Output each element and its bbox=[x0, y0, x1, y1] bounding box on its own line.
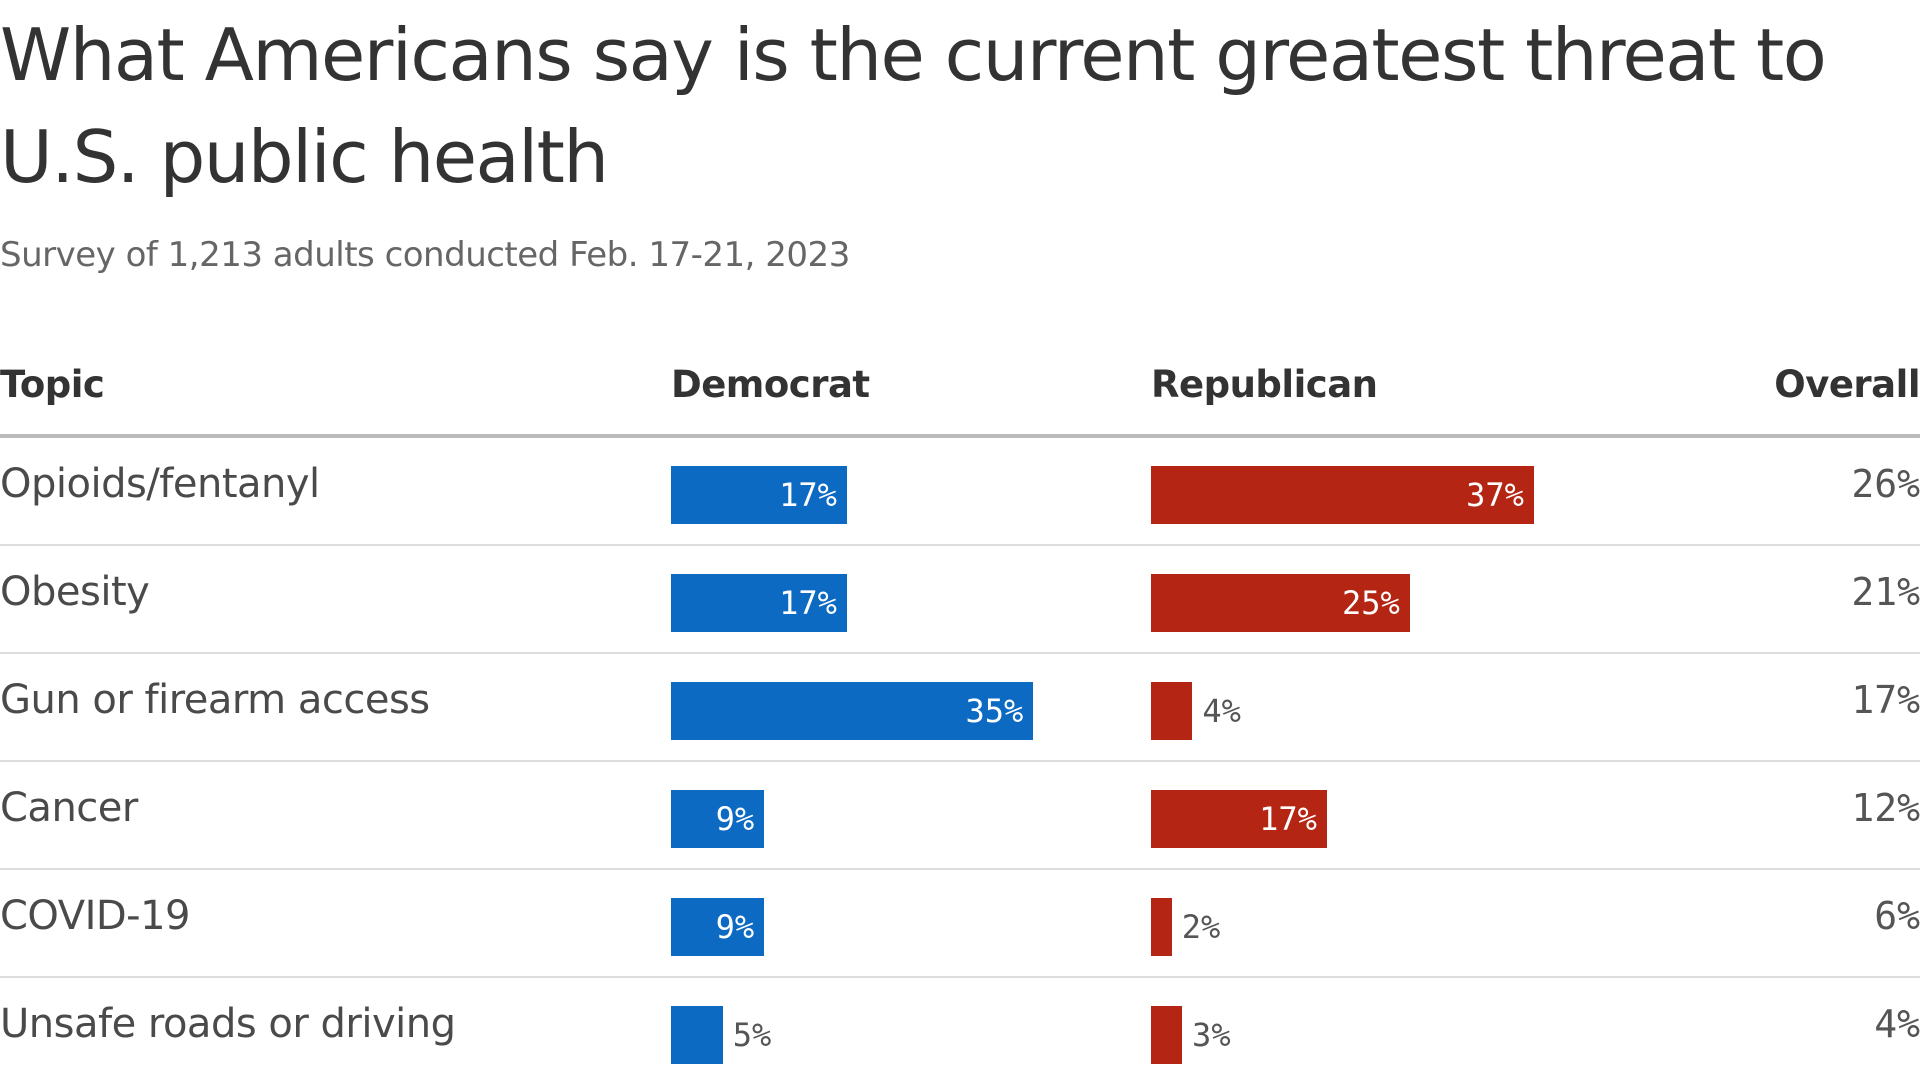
table-row: Cancer 9% 17% 12% bbox=[0, 762, 1920, 870]
row-divider bbox=[0, 544, 1920, 546]
table-row: Unsafe roads or driving 5% 3% 4% bbox=[0, 978, 1920, 1086]
column-header-republican: Republican bbox=[1151, 363, 1378, 406]
republican-bar bbox=[1151, 466, 1534, 524]
header-divider bbox=[0, 434, 1920, 438]
overall-value: 12% bbox=[1851, 786, 1920, 830]
democrat-value-label: 17% bbox=[779, 584, 837, 622]
republican-bar bbox=[1151, 1006, 1183, 1064]
topic-label: Obesity bbox=[0, 569, 150, 615]
democrat-bar bbox=[671, 1006, 723, 1064]
democrat-value-label: 5% bbox=[732, 1016, 772, 1054]
democrat-value-label: 17% bbox=[779, 476, 837, 514]
row-divider bbox=[0, 976, 1920, 978]
topic-label: Cancer bbox=[0, 785, 138, 831]
overall-value: 4% bbox=[1874, 1002, 1920, 1046]
table-row: Opioids/fentanyl 17% 37% 26% bbox=[0, 438, 1920, 546]
row-divider bbox=[0, 652, 1920, 654]
democrat-bar bbox=[671, 574, 847, 632]
column-header-democrat: Democrat bbox=[671, 363, 870, 406]
republican-value-label: 2% bbox=[1181, 908, 1221, 946]
republican-bar bbox=[1151, 682, 1193, 740]
overall-value: 26% bbox=[1851, 462, 1920, 506]
table-row: Obesity 17% 25% 21% bbox=[0, 546, 1920, 654]
democrat-value-label: 9% bbox=[715, 800, 755, 838]
topic-label: Gun or firearm access bbox=[0, 677, 430, 723]
democrat-bar bbox=[671, 898, 765, 956]
column-header-overall: Overall bbox=[1774, 363, 1920, 406]
chart-subtitle: Survey of 1,213 adults conducted Feb. 17… bbox=[0, 235, 850, 275]
republican-value-label: 37% bbox=[1466, 476, 1524, 514]
row-divider bbox=[0, 868, 1920, 870]
topic-label: Opioids/fentanyl bbox=[0, 461, 320, 507]
democrat-bar bbox=[671, 790, 765, 848]
overall-value: 17% bbox=[1851, 678, 1920, 722]
democrat-bar bbox=[671, 682, 1034, 740]
topic-label: Unsafe roads or driving bbox=[0, 1001, 456, 1047]
republican-bar bbox=[1151, 574, 1410, 632]
republican-bar bbox=[1151, 898, 1172, 956]
chart-title: What Americans say is the current greate… bbox=[0, 13, 1827, 199]
topic-label: COVID-19 bbox=[0, 893, 191, 939]
democrat-bar bbox=[671, 466, 847, 524]
republican-value-label: 17% bbox=[1259, 800, 1317, 838]
republican-value-label: 3% bbox=[1192, 1016, 1231, 1054]
democrat-value-label: 35% bbox=[965, 692, 1024, 730]
table-row: COVID-19 9% 2% 6% bbox=[0, 870, 1920, 978]
republican-value-label: 25% bbox=[1341, 584, 1400, 622]
column-header-topic: Topic bbox=[0, 363, 105, 406]
table-row: Gun or firearm access 35% 4% 17% bbox=[0, 654, 1920, 762]
overall-value: 6% bbox=[1874, 894, 1920, 938]
row-divider bbox=[0, 760, 1920, 762]
republican-value-label: 4% bbox=[1202, 692, 1241, 730]
overall-value: 21% bbox=[1851, 570, 1920, 614]
democrat-value-label: 9% bbox=[715, 908, 755, 946]
republican-bar bbox=[1151, 790, 1327, 848]
